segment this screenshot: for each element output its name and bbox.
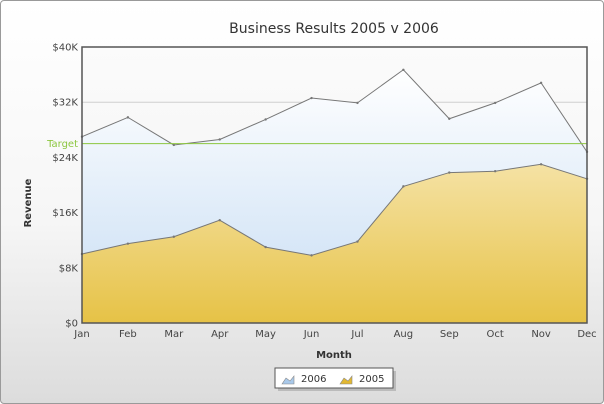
target-label: Target (46, 139, 78, 150)
point-2005-may (264, 245, 267, 249)
series-areas (80, 68, 589, 324)
point-2006-oct (493, 101, 497, 105)
plot-border (81, 46, 588, 324)
target-line-group: Target (46, 139, 587, 150)
x-tick-feb: Feb (119, 329, 137, 340)
point-2006-may (264, 118, 267, 121)
point-2006-jun (310, 96, 313, 100)
x-tick-nov: Nov (531, 329, 551, 340)
y-tick--8k: $8K (59, 263, 79, 274)
x-tick-jul: Jul (350, 329, 363, 340)
point-2006-nov (539, 81, 543, 85)
point-2005-jul (356, 240, 359, 243)
y-axis-title: Revenue (23, 178, 34, 227)
x-tick-mar: Mar (164, 329, 184, 340)
y-tick--32k: $32K (52, 98, 78, 109)
point-2006-jul (356, 101, 359, 105)
x-tick-apr: Apr (211, 329, 229, 340)
point-2006-apr (218, 138, 221, 141)
point-2005-aug (402, 185, 405, 188)
x-tick-jun: Jun (303, 329, 320, 340)
x-tick-may: May (255, 329, 276, 340)
point-2006-mar (172, 143, 176, 147)
point-2005-jun (310, 254, 313, 257)
legend-swatch-2005 (339, 375, 353, 385)
legend-item-2005: 2005 (339, 374, 384, 385)
point-2005-oct (493, 170, 497, 173)
x-tick-dec: Dec (577, 329, 596, 340)
x-axis-ticks: Jan Feb Mar Apr May Jun Jul Aug Sep Oct Nov Dec (73, 329, 596, 340)
x-tick-sep: Sep (440, 329, 459, 340)
chart-title: Business Results 2005 v 2006 (229, 21, 439, 37)
series-line-2005 (81, 163, 588, 256)
legend: 2006 2005 (274, 367, 396, 391)
legend-swatch-2006 (281, 375, 295, 385)
point-2005-nov (539, 163, 543, 166)
series-area-2005 (82, 164, 587, 323)
y-axis-ticks: $0 $8K $16K $24K $32K $40K (52, 43, 78, 330)
point-2006-sep (448, 117, 451, 120)
point-2005-feb (126, 242, 130, 245)
x-tick-aug: Aug (394, 329, 414, 340)
legend-box (274, 367, 394, 389)
point-2005-sep (448, 171, 451, 174)
y-tick--40k: $40K (52, 43, 78, 54)
x-axis-title: Month (316, 350, 352, 361)
legend-item-2006: 2006 (281, 374, 326, 385)
x-tick-jan: Jan (73, 329, 89, 340)
legend-label-2005: 2005 (359, 374, 384, 385)
y-tick--24k: $24K (52, 153, 78, 164)
point-2006-feb (126, 116, 130, 119)
point-2005-mar (172, 235, 176, 238)
point-2006-aug (402, 68, 405, 71)
x-tick-oct: Oct (487, 329, 504, 340)
legend-label-2006: 2006 (301, 374, 326, 385)
y-tick--0: $0 (65, 319, 78, 330)
series-line-2006 (81, 69, 588, 153)
y-tick--16k: $16K (52, 208, 78, 219)
point-2005-apr (218, 218, 221, 222)
